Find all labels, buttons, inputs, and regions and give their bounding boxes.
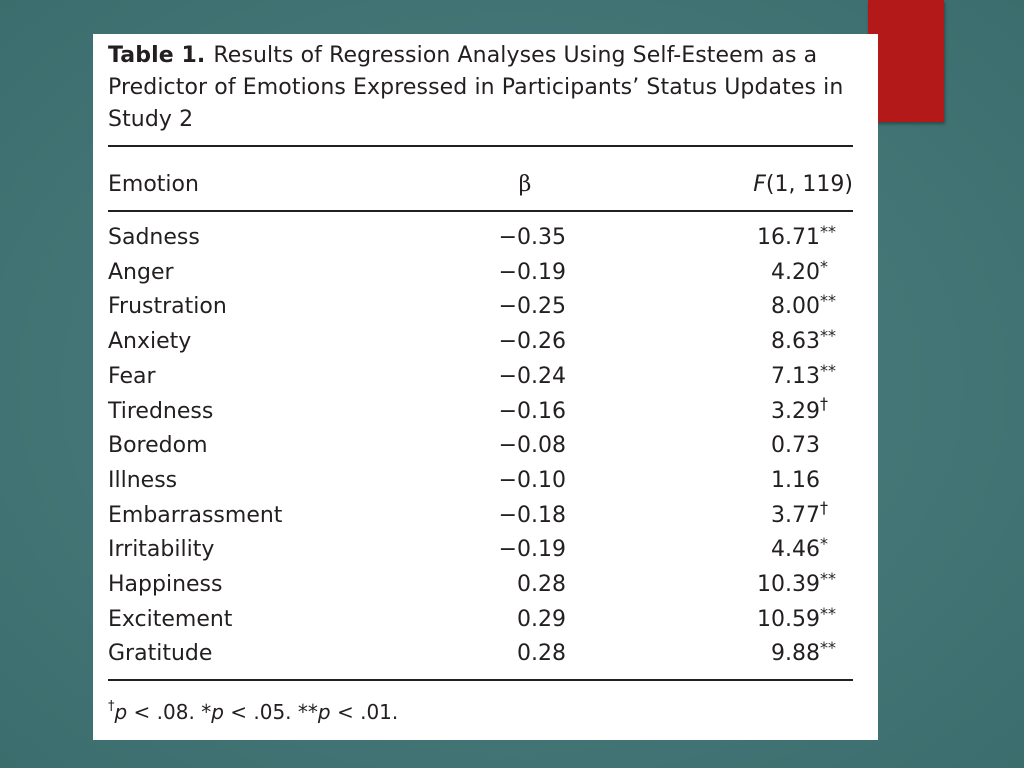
table-row: Illness −0.10 1.16 (108, 464, 853, 498)
table-bottom-rule (108, 679, 853, 681)
cell-beta: −0.16 (498, 398, 566, 424)
cell-beta: −0.19 (498, 259, 566, 285)
cell-f-value: 3.77 (771, 502, 820, 528)
cell-significance-marker: ** (820, 638, 836, 658)
cell-significance-marker: * (820, 256, 828, 276)
table-title: Results of Regression Analyses Using Sel… (108, 43, 844, 132)
table-note: †p < .08. *p < .05. **p < .01. (108, 690, 398, 729)
table-card: Table 1. Results of Regression Analyses U… (93, 34, 878, 740)
cell-beta: −0.35 (498, 225, 566, 250)
cell-beta: −0.19 (498, 537, 566, 563)
cell-beta: 0.29 (517, 606, 566, 632)
cell-significance-marker: † (820, 393, 828, 413)
note-p2: p (211, 700, 224, 724)
cell-f-value: 9.88 (771, 641, 820, 667)
cell-f-value: 1.16 (771, 467, 820, 493)
header-f-letter: F (753, 172, 766, 197)
cell-significance-marker: † (820, 497, 828, 517)
table-top-rule (108, 145, 853, 147)
note-t1: < .08. * (127, 700, 212, 724)
cell-f-value: 4.46 (771, 537, 820, 563)
cell-emotion: Tiredness (108, 398, 214, 424)
cell-beta: −0.18 (498, 502, 566, 528)
accent-bar (868, 0, 944, 122)
cell-f-value: 3.29 (771, 398, 820, 424)
cell-emotion: Irritability (108, 537, 215, 563)
table-row: Happiness 0.28 10.39 ** (108, 568, 853, 602)
cell-emotion: Anxiety (108, 329, 192, 355)
cell-f-value: 10.59 (757, 606, 820, 632)
header-beta: β (518, 172, 532, 197)
header-emotion: Emotion (108, 172, 199, 197)
cell-beta: 0.28 (517, 572, 566, 597)
cell-f-value: 10.39 (757, 572, 820, 597)
table-header-rule (108, 210, 853, 212)
cell-beta: −0.10 (498, 467, 566, 493)
cell-beta: −0.26 (498, 329, 566, 355)
table-row: Irritability −0.19 4.46 * (108, 533, 853, 567)
cell-emotion: Anger (108, 259, 174, 285)
cell-emotion: Sadness (108, 225, 200, 250)
cell-significance-marker: ** (820, 291, 836, 311)
table-row: Gratitude 0.28 9.88 ** (108, 637, 853, 671)
cell-significance-marker: ** (820, 326, 836, 346)
table-caption: Table 1. Results of Regression Analyses U… (108, 40, 858, 136)
cell-emotion: Excitement (108, 606, 233, 632)
table-row: Anxiety −0.26 8.63 ** (108, 325, 853, 359)
cell-beta: −0.25 (498, 294, 566, 320)
note-dagger: † (108, 699, 115, 714)
cell-f-value: 7.13 (771, 363, 820, 389)
header-f-stat: F(1, 119) (668, 168, 853, 202)
cell-emotion: Happiness (108, 572, 223, 597)
cell-emotion: Illness (108, 467, 178, 493)
cell-f-value: 4.20 (771, 259, 820, 285)
table-row: Anger −0.19 4.20 * (108, 256, 853, 290)
cell-emotion: Frustration (108, 294, 227, 320)
cell-f-value: 0.73 (771, 433, 820, 459)
cell-emotion: Embarrassment (108, 502, 283, 528)
cell-significance-marker: ** (820, 569, 836, 588)
table-row: Tiredness −0.16 3.29 † (108, 394, 853, 429)
note-p1: p (114, 700, 128, 724)
table-label: Table 1. (108, 43, 206, 68)
header-f-df: (1, 119) (765, 172, 853, 197)
table-row: Sadness −0.35 16.71 ** (108, 221, 853, 255)
table-row: Frustration −0.25 8.00 ** (108, 290, 853, 324)
cell-f-value: 8.63 (771, 329, 820, 355)
table-row: Excitement 0.29 10.59 ** (108, 603, 853, 637)
cell-significance-marker: ** (820, 360, 836, 380)
table-row: Boredom −0.08 0.73 (108, 429, 853, 463)
cell-emotion: Fear (108, 363, 156, 389)
table-row: Fear −0.24 7.13 ** (108, 360, 853, 394)
cell-significance-marker: ** (820, 603, 836, 623)
table-header-row: Emotion β F(1, 119) (108, 168, 853, 202)
cell-beta: −0.24 (498, 363, 566, 389)
cell-significance-marker: * (820, 534, 828, 554)
cell-beta: 0.28 (517, 641, 566, 667)
cell-emotion: Boredom (108, 433, 208, 459)
cell-f-value: 16.71 (757, 225, 820, 250)
note-t3: < .01. (330, 700, 399, 724)
note-p3: p (317, 700, 331, 724)
note-t2: < .05. ** (223, 700, 318, 724)
cell-f-value: 8.00 (771, 294, 820, 320)
cell-beta: −0.08 (498, 433, 566, 459)
cell-significance-marker: ** (820, 222, 836, 241)
cell-emotion: Gratitude (108, 641, 213, 667)
table-row: Embarrassment −0.18 3.77 † (108, 498, 853, 533)
